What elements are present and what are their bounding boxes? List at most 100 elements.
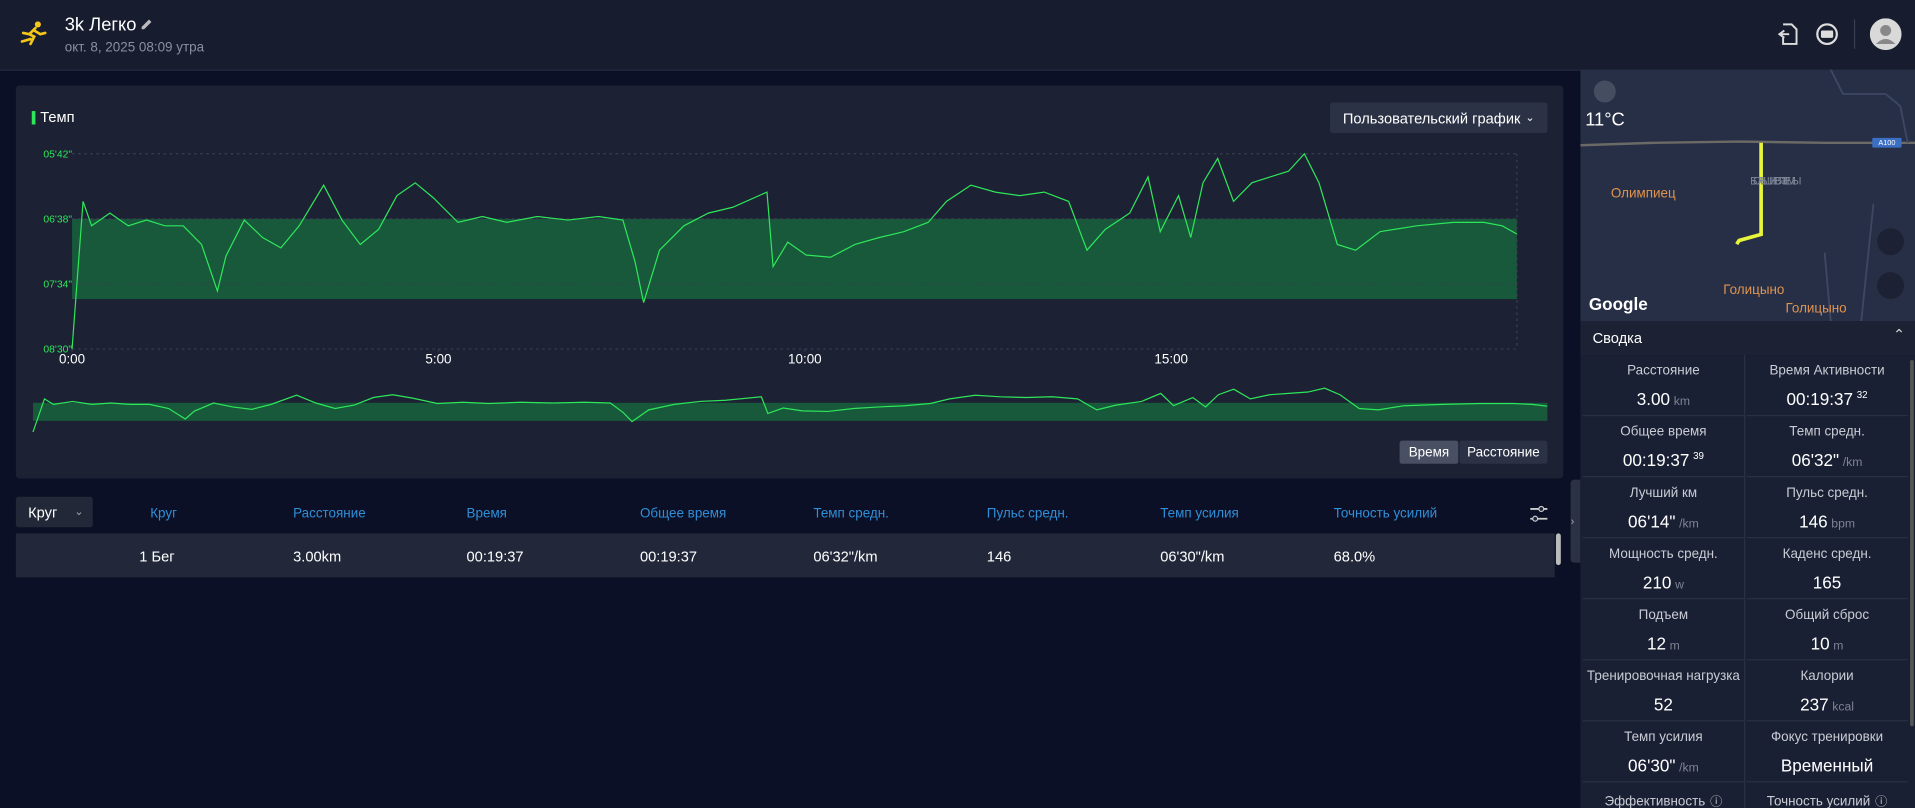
value-text: 10 <box>1810 633 1830 653</box>
value-unit: /km <box>1679 517 1699 531</box>
label-text: Расстояние <box>1627 363 1700 379</box>
x-tick-label: 0:00 <box>59 352 85 367</box>
summary-value: 00:19:37 39 <box>1583 450 1744 470</box>
value-text: 00:19:37 <box>1786 389 1854 409</box>
value-text: 06'14" <box>1628 511 1676 531</box>
value-unit: w <box>1675 578 1684 592</box>
table-cell: 00:19:37 <box>466 548 524 566</box>
columns-settings[interactable] <box>1529 504 1549 524</box>
value-unit: /km <box>1842 456 1863 470</box>
table-cell: 06'30"/km <box>1160 548 1225 566</box>
place-label: БОЛЬШИЕ ВЯЗЕМЫ <box>1750 175 1801 187</box>
value-unit: m <box>1833 639 1844 653</box>
summary-cell: Лучший км 06'14"/km <box>1582 477 1746 539</box>
value-unit: bpm <box>1831 517 1856 531</box>
chevron: ⌄ <box>1525 111 1535 124</box>
time-toggle[interactable]: Время <box>1399 440 1459 464</box>
value-unit: km <box>1673 395 1691 409</box>
column-header: Круг <box>150 506 177 522</box>
summary-cell: Темп усилия 06'30"/km <box>1582 721 1746 783</box>
summary-value: 165 <box>1746 572 1907 592</box>
chevron: ⌄ <box>74 505 84 518</box>
table-cell: 06'32"/km <box>813 548 878 566</box>
table-cell: 3.00km <box>293 548 342 566</box>
label-text: Эффективность <box>1604 794 1706 808</box>
fullscreen-button[interactable] <box>1877 228 1905 256</box>
value-text: 52 <box>1653 694 1673 715</box>
summary-cell: Темп средн. 06'32"/km <box>1746 416 1908 478</box>
legend-label: Темп <box>40 110 74 126</box>
summary-label: Подъем <box>1583 608 1744 623</box>
label-text: Каденс средн. <box>1782 546 1872 562</box>
summary-cell: Подъем 12 m <box>1582 599 1746 661</box>
label-text: Лучший км <box>1629 485 1698 501</box>
edit-icon[interactable] <box>139 17 154 32</box>
summary-label: Тренировочная нагрузка <box>1583 669 1744 684</box>
overview-line <box>32 387 1548 433</box>
summary-label: Общее время <box>1583 425 1744 440</box>
summary-header[interactable]: Сводка ⌃ <box>1580 321 1915 356</box>
target-zone <box>72 218 1517 300</box>
label-text: Фокус тренировки <box>1770 729 1884 745</box>
summary-panel <box>1580 355 1915 808</box>
summary-value: 237 kcal <box>1746 694 1907 714</box>
value-unit: kcal <box>1832 700 1855 715</box>
summary-label: Общий сброс <box>1746 608 1907 623</box>
lap-dropdown[interactable]: Круг ⌄ <box>15 496 93 528</box>
value-fraction: 39 <box>1693 450 1704 462</box>
info-icon: ⓘ <box>1875 795 1888 808</box>
summary-cell: Мощность средн. 210 w <box>1582 538 1746 600</box>
column-header: Темп средн. <box>813 506 889 522</box>
avatar[interactable] <box>1869 18 1902 51</box>
summary-cell: Общий сброс 10 m <box>1746 599 1908 661</box>
device-icon[interactable] <box>1815 22 1839 46</box>
summary-cell: Тренировочная нагрузка 52 <box>1582 660 1746 722</box>
summary-value: 00:19:37 32 <box>1746 389 1907 409</box>
summary-value: Временный <box>1746 756 1907 776</box>
summary-label: Фокус тренировки <box>1746 730 1907 745</box>
scrollbar <box>1555 533 1561 566</box>
summary-label: Время Активности <box>1746 364 1907 379</box>
legend-swatch <box>31 111 36 125</box>
layers-button[interactable] <box>1877 272 1905 300</box>
summary-label: Расстояние <box>1583 364 1744 379</box>
panel-toggle[interactable]: › <box>1570 479 1581 563</box>
label-text: Общий сброс <box>1785 607 1870 623</box>
label-text: Тренировочная нагрузка <box>1586 668 1740 684</box>
activity-date: окт. 8, 2025 08:09 утра <box>64 40 205 55</box>
summary-label: Эффективность ⓘ <box>1583 791 1744 808</box>
place-label: Олимпиец <box>1611 186 1676 201</box>
table-row[interactable] <box>15 533 1555 578</box>
button-label: Пользовательский график <box>1342 109 1521 127</box>
summary-label: Темп средн. <box>1746 425 1907 440</box>
map: A100 11°C Олимпиец БОЛЬШИЕ ВЯЗЕМЫ Голицы… <box>1580 69 1915 322</box>
column-header: Темп усилия <box>1160 506 1239 522</box>
y-tick-label: 06'38" <box>43 215 72 226</box>
summary-value: 06'32"/km <box>1746 450 1907 470</box>
value-text: 06'32" <box>1791 450 1840 470</box>
value-text: Временный <box>1780 755 1874 776</box>
summary-cell: Калории 237 kcal <box>1746 660 1908 722</box>
y-tick-label: 05'42" <box>43 149 72 160</box>
summary-value: 3.00 km <box>1583 389 1744 409</box>
summary-label: Калории <box>1746 669 1907 684</box>
summary-label: Темп усилия <box>1583 730 1744 745</box>
summary-value: 210 w <box>1583 572 1744 592</box>
label-text: Мощность средн. <box>1609 546 1718 562</box>
value-text: 165 <box>1812 572 1842 592</box>
label-text: Темп усилия <box>1624 729 1703 745</box>
summary-cell: Общее время 00:19:37 39 <box>1582 416 1746 478</box>
custom-chart-button[interactable]: Пользовательский график ⌄ <box>1329 102 1548 134</box>
summary-cell: Точность усилий ⓘ <box>1746 782 1907 808</box>
value-text: 210 <box>1642 572 1672 592</box>
dropdown-label: Круг <box>28 503 58 521</box>
table-cell: 1 Бег <box>139 548 175 566</box>
distance-toggle[interactable]: Расстояние <box>1459 440 1548 464</box>
export-icon[interactable] <box>1777 22 1799 46</box>
place-label: Голицыно <box>1786 300 1847 315</box>
road-label: A100 <box>1878 138 1895 147</box>
y-tick-label: 07'34" <box>43 280 72 291</box>
label-text: Точность усилий <box>1766 794 1871 808</box>
